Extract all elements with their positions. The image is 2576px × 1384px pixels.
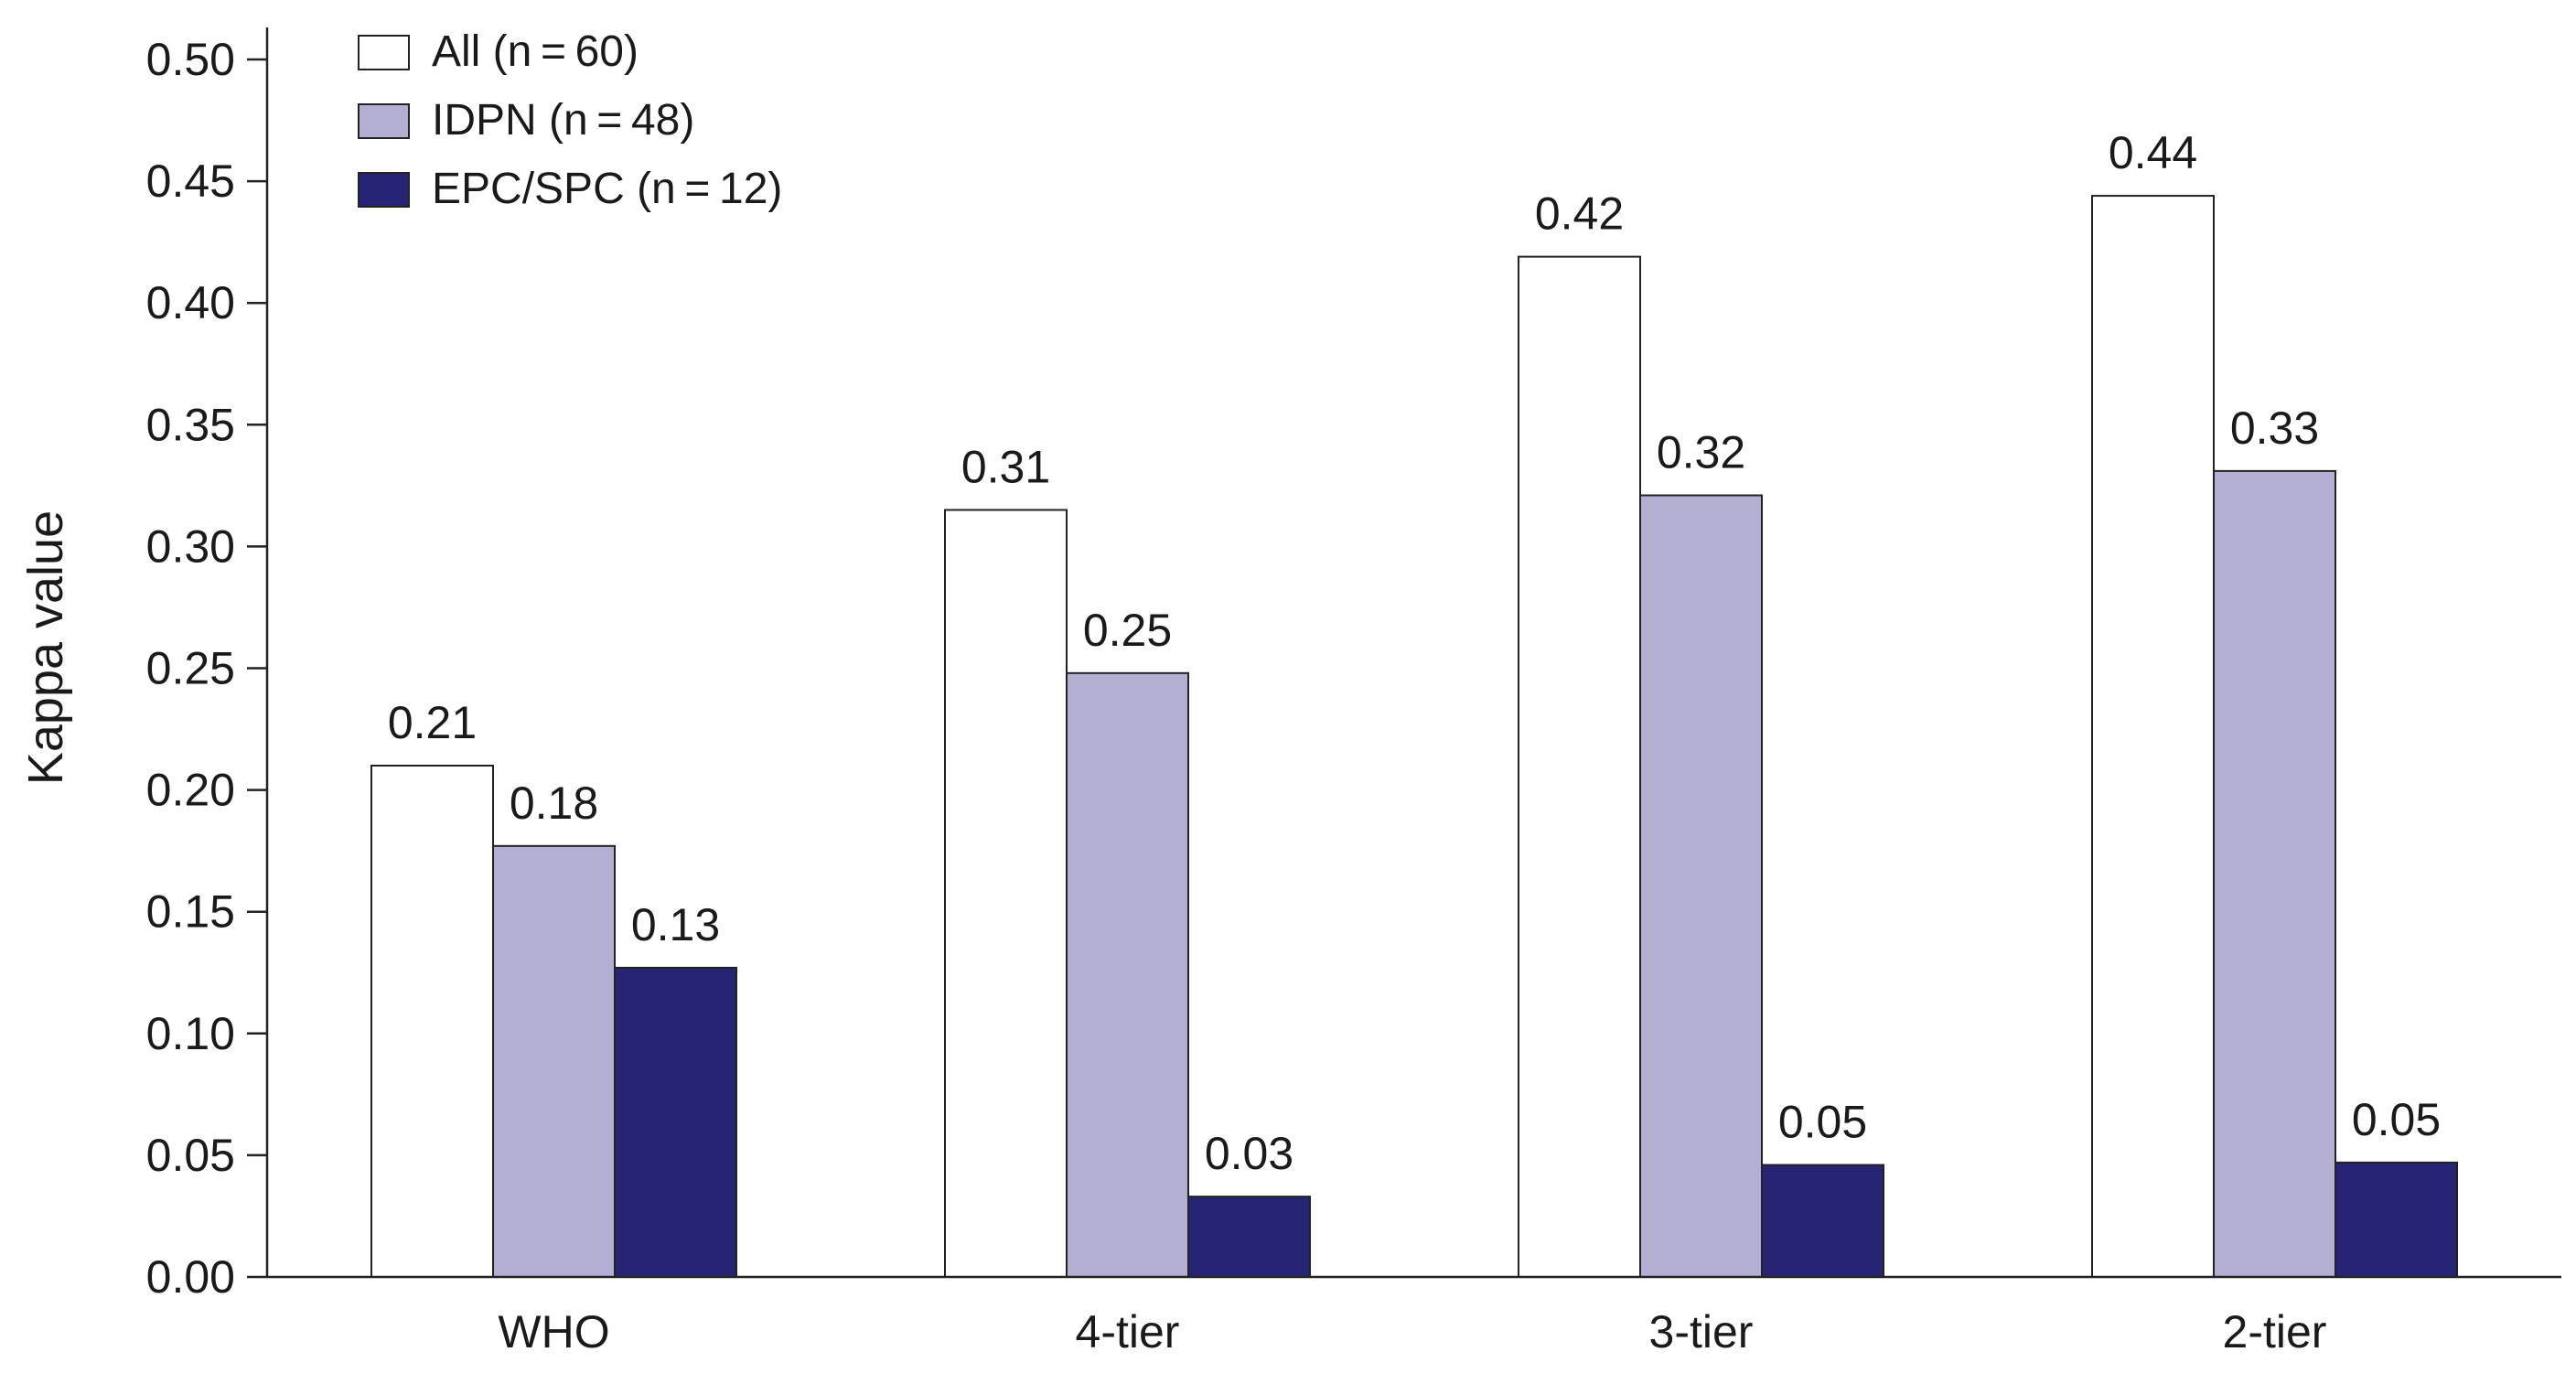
bar-who-series-3 bbox=[614, 966, 737, 1279]
data-label: 0.25 bbox=[1083, 605, 1172, 656]
y-tick-label: 0.40 bbox=[146, 277, 235, 328]
bar-3-tier-series-1 bbox=[1518, 255, 1641, 1279]
bar-3-tier-series-3 bbox=[1761, 1164, 1884, 1278]
bars bbox=[370, 195, 2458, 1279]
y-tick-label: 0.50 bbox=[146, 34, 235, 85]
bar-2-tier-series-1 bbox=[2091, 195, 2215, 1278]
bar-4-tier-series-3 bbox=[1187, 1196, 1311, 1279]
data-labels: 0.21 0.18 0.13 0.31 0.25 0.03 0.42 0.32 0.05 0.44… bbox=[388, 127, 2441, 1179]
y-tick-label: 0.35 bbox=[146, 399, 235, 450]
bar-4-tier-series-1 bbox=[944, 509, 1068, 1278]
data-label: 0.05 bbox=[1778, 1097, 1867, 1148]
bar-4-tier-series-2 bbox=[1066, 671, 1189, 1278]
data-label: 0.05 bbox=[2352, 1094, 2441, 1145]
legend: All (n = 60) IDPN (n = 48) EPC/SPC (n = 12… bbox=[358, 27, 782, 213]
y-tick-label: 0.45 bbox=[146, 156, 235, 207]
data-label: 0.03 bbox=[1205, 1128, 1293, 1179]
data-label: 0.33 bbox=[2230, 402, 2319, 454]
bar-who-series-1 bbox=[370, 764, 494, 1278]
data-label: 0.32 bbox=[1657, 426, 1745, 477]
legend-swatch bbox=[358, 103, 410, 139]
data-label: 0.13 bbox=[631, 899, 720, 950]
legend-entry-label: EPC/SPC (n = 12) bbox=[432, 165, 782, 213]
y-tick-label: 0.20 bbox=[146, 765, 235, 816]
x-category-label: 4-tier bbox=[1076, 1306, 1180, 1357]
y-tick-label: 0.00 bbox=[146, 1251, 235, 1303]
data-label: 0.18 bbox=[510, 778, 598, 829]
legend-swatch bbox=[358, 172, 410, 208]
legend-swatch bbox=[358, 35, 410, 70]
data-label: 0.21 bbox=[388, 697, 477, 748]
data-label: 0.42 bbox=[1535, 188, 1624, 240]
x-category-label: 2-tier bbox=[2223, 1306, 2327, 1357]
y-axis-title: Kappa value bbox=[18, 510, 73, 785]
y-axis: 0.00 0.05 0.10 0.15 0.20 0.25 0.30 0.35 0.40 0.45… bbox=[146, 27, 269, 1303]
y-tick-label: 0.30 bbox=[146, 520, 235, 572]
y-tick-label: 0.10 bbox=[146, 1008, 235, 1059]
data-label: 0.44 bbox=[2109, 127, 2197, 178]
y-tick-label: 0.25 bbox=[146, 643, 235, 694]
bar-2-tier-series-3 bbox=[2334, 1161, 2458, 1278]
legend-entry-label: IDPN (n = 48) bbox=[432, 96, 694, 145]
x-category-label: WHO bbox=[498, 1306, 609, 1357]
x-axis: WHO 4-tier 3-tier 2-tier bbox=[267, 1275, 2561, 1357]
bar-who-series-2 bbox=[492, 844, 616, 1278]
legend-entry-label: All (n = 60) bbox=[432, 27, 639, 76]
data-label: 0.31 bbox=[961, 441, 1050, 492]
bar-2-tier-series-2 bbox=[2213, 469, 2336, 1278]
y-tick-label: 0.15 bbox=[146, 886, 235, 938]
y-tick-label: 0.05 bbox=[146, 1130, 235, 1181]
bar-3-tier-series-2 bbox=[1639, 494, 1763, 1278]
x-category-label: 3-tier bbox=[1649, 1306, 1754, 1357]
